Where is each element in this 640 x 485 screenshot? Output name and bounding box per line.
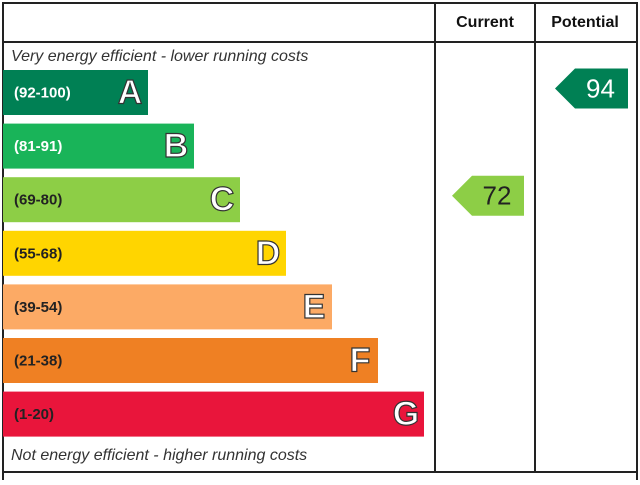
band-letter: B bbox=[164, 127, 189, 165]
band-bar bbox=[3, 123, 194, 169]
band-range: (69-80) bbox=[14, 192, 62, 209]
band-letter: G bbox=[393, 395, 419, 433]
band-letter: E bbox=[303, 288, 326, 326]
band-bar bbox=[3, 391, 424, 437]
rating-arrow bbox=[555, 68, 628, 109]
band-range: (55-68) bbox=[14, 245, 62, 262]
band-bar bbox=[3, 284, 332, 330]
band-letter: D bbox=[256, 234, 281, 272]
band-range: (39-54) bbox=[14, 299, 62, 316]
rating-arrow bbox=[452, 175, 524, 216]
band-letter: C bbox=[210, 181, 235, 219]
band-bar bbox=[3, 177, 240, 223]
band-range: (92-100) bbox=[14, 84, 71, 101]
band-range: (21-38) bbox=[14, 352, 62, 369]
band-bar bbox=[3, 338, 378, 383]
band-bar bbox=[3, 70, 148, 115]
top-note: Very energy efficient - lower running co… bbox=[11, 48, 308, 65]
band-letter: A bbox=[118, 73, 143, 111]
current-header: Current bbox=[456, 14, 514, 31]
bottom-note: Not energy efficient - higher running co… bbox=[11, 447, 307, 464]
band-range: (1-20) bbox=[14, 406, 54, 423]
potential-header: Potential bbox=[551, 14, 619, 31]
band-bar bbox=[3, 230, 286, 276]
band-letter: F bbox=[350, 341, 371, 379]
rating-value: 72 bbox=[483, 181, 512, 211]
band-range: (81-91) bbox=[14, 138, 62, 155]
rating-value: 94 bbox=[586, 73, 615, 103]
